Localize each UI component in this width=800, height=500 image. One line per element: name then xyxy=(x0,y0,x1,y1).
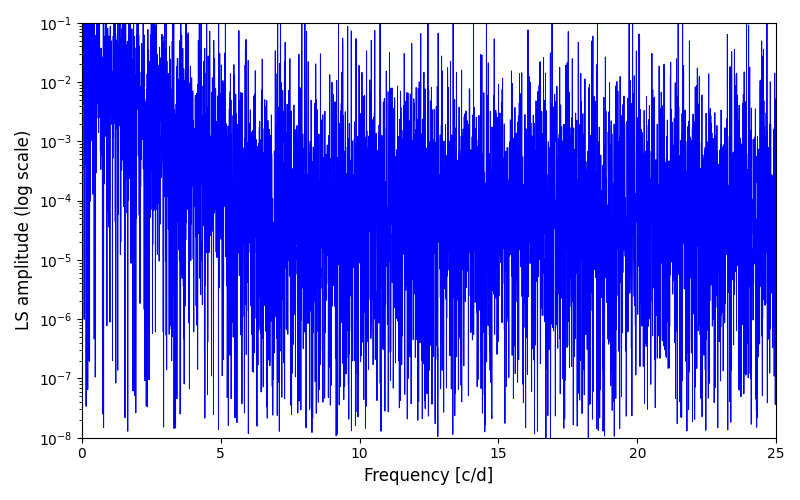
X-axis label: Frequency [c/d]: Frequency [c/d] xyxy=(364,467,494,485)
Y-axis label: LS amplitude (log scale): LS amplitude (log scale) xyxy=(15,130,33,330)
